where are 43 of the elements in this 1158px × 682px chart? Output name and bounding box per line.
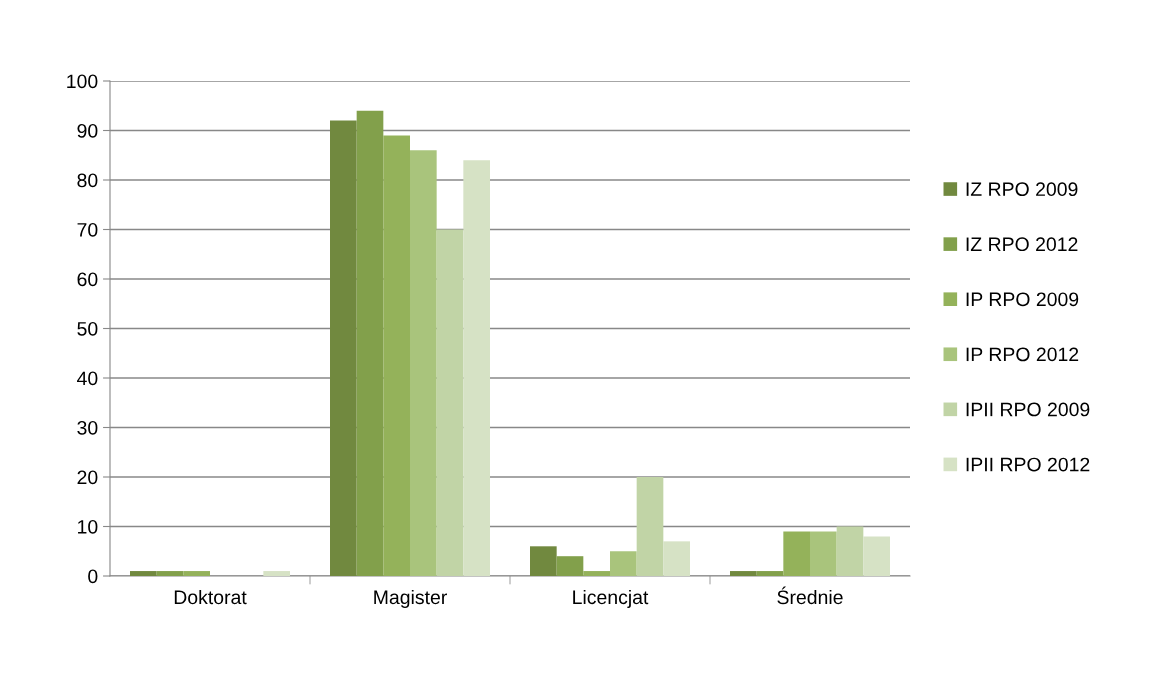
legend-label: IZ RPO 2012 [966,237,1078,252]
bar [836,526,864,576]
x-tick-label: Licencjat [573,589,649,609]
bar [183,571,210,576]
bar [730,571,757,576]
y-tick-label: 0 [88,569,98,584]
x-tick-label: Magister [374,589,447,609]
bar [463,160,490,576]
bar [810,531,837,576]
legend-label: IP RPO 2012 [966,347,1079,362]
bar [410,150,437,576]
bar [583,571,610,576]
legend-label: IP RPO 2009 [966,292,1079,307]
legend-label: IZ RPO 2009 [966,182,1078,197]
legend-label: IPII RPO 2009 [966,402,1090,417]
bar [263,571,290,576]
bar [130,571,157,576]
bar [156,571,184,576]
bar [356,110,384,576]
y-tick-label: 60 [77,272,98,287]
y-tick-label: 10 [78,519,98,534]
y-tick-label: 80 [77,173,98,188]
x-tick-label: Średnie [777,586,843,605]
y-tick-label: 50 [77,321,98,336]
bar [756,571,784,576]
y-tick-label: 70 [77,222,98,237]
bar [556,556,584,576]
legend-label: IPII RPO 2012 [966,457,1090,472]
bar [636,477,664,576]
y-tick-label: 90 [77,123,98,138]
y-tick-label: 40 [77,371,98,386]
bar [330,120,357,576]
bar [530,546,557,576]
y-tick-label: 100 [67,74,98,89]
bar [663,541,690,576]
bar [863,536,890,576]
y-tick-label: 30 [77,420,98,435]
bar [783,531,810,576]
bar [610,551,637,576]
y-tick-label: 20 [77,470,98,485]
bar [383,135,410,576]
x-tick-label: Doktorat [174,589,247,605]
bar [436,229,464,576]
